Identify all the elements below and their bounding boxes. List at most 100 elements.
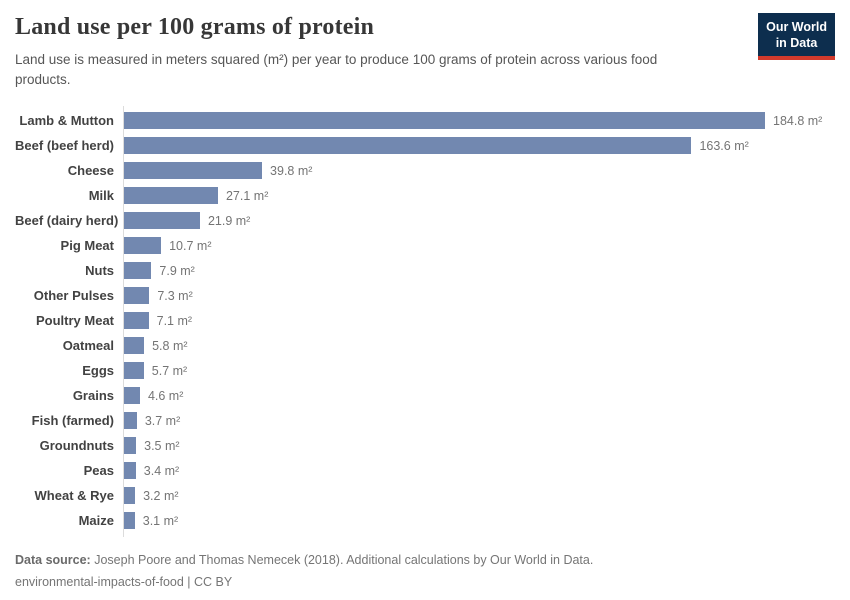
chart-subtitle: Land use is measured in meters squared (…: [15, 52, 658, 87]
bar-row: Lamb & Mutton 184.8 m²: [15, 108, 835, 133]
bar-area: 7.3 m²: [123, 283, 835, 308]
bar-row: Eggs 5.7 m²: [15, 358, 835, 383]
category-label: Groundnuts: [39, 438, 114, 454]
bar[interactable]: [124, 512, 135, 530]
category-label: Beef (beef herd): [15, 138, 114, 154]
bar[interactable]: [124, 137, 692, 155]
bar-area: 4.6 m²: [123, 383, 835, 408]
category-label: Grains: [72, 388, 114, 404]
bar-row: Wheat & Rye 3.2 m²: [15, 483, 835, 508]
owid-logo[interactable]: Our World in Data: [758, 13, 835, 60]
chart-title: Land use per 100 grams of protein: [15, 14, 375, 40]
category-label: Milk: [88, 188, 114, 204]
value-label: 3.7 m²: [144, 413, 181, 428]
category-label: Cheese: [67, 163, 114, 179]
value-label: 21.9 m²: [207, 213, 251, 228]
category-label: Nuts: [85, 263, 114, 279]
category-label: Fish (farmed): [31, 413, 114, 429]
bar-row: Grains 4.6 m²: [15, 383, 835, 408]
category-label: Pig Meat: [60, 238, 114, 254]
bar[interactable]: [124, 262, 152, 280]
footer-separator: |: [183, 575, 195, 589]
bar-area: 21.9 m²: [123, 208, 835, 233]
bar-area: 10.7 m²: [123, 233, 835, 258]
chart-footer: Data source: Joseph Poore and Thomas Nem…: [15, 550, 835, 594]
bar-area: 3.2 m²: [123, 483, 835, 508]
bar[interactable]: [124, 362, 144, 380]
bar-row: Milk 27.1 m²: [15, 183, 835, 208]
bar-area: 3.4 m²: [123, 458, 835, 483]
bar-row: Beef (dairy herd) 21.9 m²: [15, 208, 835, 233]
bar-row: Peas 3.4 m²: [15, 458, 835, 483]
footer-source-label: Data source:: [15, 553, 91, 568]
bar-area: 27.1 m²: [123, 183, 835, 208]
value-label: 7.1 m²: [156, 313, 193, 328]
value-label: 3.5 m²: [144, 438, 180, 453]
bar-row: Beef (beef herd) 163.6 m²: [15, 133, 835, 158]
bar-area: 184.8 m²: [123, 108, 835, 133]
footer-source-text: Joseph Poore and Thomas Nemecek (2018). …: [90, 553, 594, 568]
value-label: 4.6 m²: [147, 388, 184, 403]
bar[interactable]: [124, 287, 150, 305]
footer-license-line: environmental-impacts-of-food | CC BY: [15, 572, 835, 594]
bar[interactable]: [124, 162, 263, 180]
header-text: Land use per 100 grams of protein Land u…: [15, 14, 715, 89]
value-label: 3.2 m²: [143, 488, 179, 503]
bar[interactable]: [124, 312, 149, 330]
category-label: Poultry Meat: [35, 313, 114, 329]
bar-row: Oatmeal 5.8 m²: [15, 333, 835, 358]
bar-area: 3.5 m²: [123, 433, 835, 458]
category-label: Eggs: [82, 363, 114, 379]
category-label: Oatmeal: [62, 338, 114, 354]
footer-dataset-link[interactable]: environmental-impacts-of-food: [15, 575, 184, 589]
bar[interactable]: [124, 112, 765, 130]
bar-area: 5.8 m²: [123, 333, 835, 358]
category-label: Beef (dairy herd): [15, 213, 119, 229]
bar-area: 3.1 m²: [123, 508, 835, 533]
bar-row: Other Pulses 7.3 m²: [15, 283, 835, 308]
logo-line-2: in Data: [775, 36, 818, 51]
bar[interactable]: [124, 462, 136, 480]
bar-row: Cheese 39.8 m²: [15, 158, 835, 183]
bar[interactable]: [124, 237, 162, 255]
bar-chart: Lamb & Mutton 184.8 m² Beef (beef herd) 163…: [15, 106, 835, 538]
bar[interactable]: [124, 187, 218, 205]
value-label: 184.8 m²: [773, 113, 823, 128]
category-label: Peas: [83, 463, 114, 479]
value-label: 27.1 m²: [225, 188, 269, 203]
value-label: 10.7 m²: [169, 238, 212, 253]
footer-source-line: Data source: Joseph Poore and Thomas Nem…: [15, 550, 835, 572]
value-label: 3.4 m²: [143, 463, 180, 478]
category-label: Wheat & Rye: [34, 488, 114, 504]
bar[interactable]: [124, 437, 137, 455]
bar-row: Fish (farmed) 3.7 m²: [15, 408, 835, 433]
value-label: 7.9 m²: [159, 263, 195, 278]
value-label: 3.1 m²: [142, 513, 179, 528]
bar-row: Poultry Meat 7.1 m²: [15, 308, 835, 333]
bar-row: Nuts 7.9 m²: [15, 258, 835, 283]
bar-area: 7.1 m²: [123, 308, 835, 333]
bar-area: 5.7 m²: [123, 358, 835, 383]
bar[interactable]: [124, 487, 136, 505]
footer-license-link[interactable]: CC BY: [194, 575, 233, 589]
bar-area: 7.9 m²: [123, 258, 835, 283]
logo-line-1: Our World: [766, 20, 827, 34]
value-label: 5.8 m²: [152, 338, 188, 353]
value-label: 163.6 m²: [699, 138, 749, 153]
bar[interactable]: [124, 387, 140, 405]
bar-row: Maize 3.1 m²: [15, 508, 835, 533]
bar-area: 163.6 m²: [123, 133, 835, 158]
value-label: 7.3 m²: [157, 288, 193, 303]
bar[interactable]: [124, 337, 145, 355]
category-label: Lamb & Mutton: [19, 113, 114, 129]
value-label: 5.7 m²: [151, 363, 188, 378]
chart-header: Land use per 100 grams of protein Land u…: [15, 13, 835, 89]
category-label: Maize: [78, 513, 114, 529]
bar-area: 3.7 m²: [123, 408, 835, 433]
bar[interactable]: [124, 412, 137, 430]
bar-row: Groundnuts 3.5 m²: [15, 433, 835, 458]
bar-area: 39.8 m²: [123, 158, 835, 183]
y-axis-line: [123, 106, 124, 538]
bar[interactable]: [124, 212, 200, 230]
